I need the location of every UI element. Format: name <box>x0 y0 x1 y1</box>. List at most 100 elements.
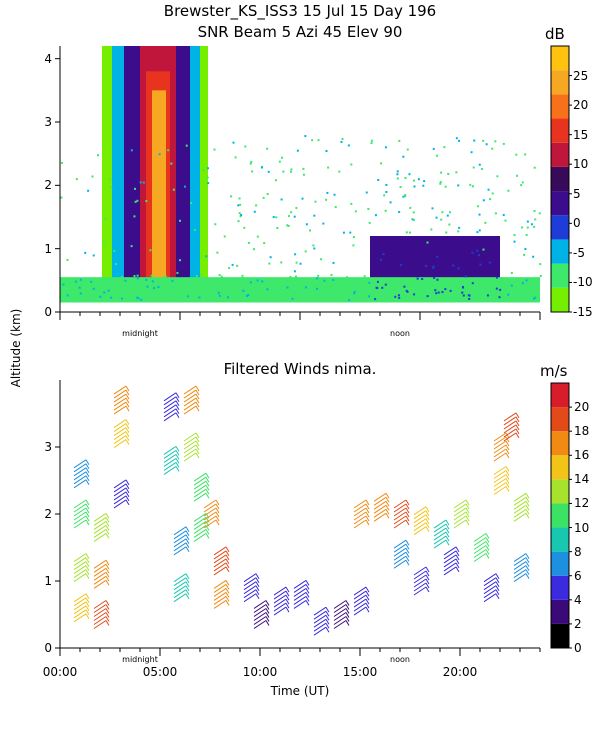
wind-barb-shaft <box>313 626 327 636</box>
snr-speckle-dot <box>172 188 175 191</box>
snr-speckle-dot <box>232 278 235 281</box>
wind-barb-shaft <box>213 562 227 572</box>
snr-speckle-dot <box>266 192 269 195</box>
snr-speckle-dot <box>431 207 434 210</box>
wind-barb-flag <box>525 569 530 575</box>
snr-speckle-dot <box>348 299 351 302</box>
wind-colorbar-tick-label: 18 <box>574 424 590 439</box>
snr-speckle-dot <box>412 179 415 182</box>
snr-speckle-dot <box>223 235 226 238</box>
wind-barb-flag <box>195 436 200 443</box>
snr-speckle-dot <box>539 275 542 278</box>
snr-speckle-dot <box>142 181 145 184</box>
wind-barb-shaft <box>473 545 487 554</box>
wind-barb-shaft <box>333 620 347 629</box>
wind-barb-shaft <box>353 598 367 608</box>
snr-speckle-dot <box>435 154 438 157</box>
snr-speckle-dot <box>436 255 439 258</box>
wind-barb-flag <box>85 519 90 526</box>
snr-speckle-dot <box>376 280 379 283</box>
wind-barb-shaft <box>293 599 307 609</box>
wind-barb-flag <box>195 448 200 455</box>
wind-barb-shaft <box>393 503 407 513</box>
snr-speckle-dot <box>432 147 435 150</box>
wind-barb-shaft <box>513 496 527 506</box>
snr-colorbar-tick-label: 5 <box>573 186 581 201</box>
snr-speckle-dot <box>260 166 263 169</box>
wind-barb-flag <box>85 597 90 604</box>
wind-barb-shaft <box>193 524 207 534</box>
wind-barb-flag <box>385 509 390 515</box>
snr-speckle-dot <box>213 294 216 297</box>
snr-speckle-dot <box>164 275 167 278</box>
wind-barb-shaft <box>273 606 287 616</box>
wind-barb-flag <box>215 503 220 510</box>
wind-barb-flag <box>505 478 510 484</box>
wind-barb-shaft <box>483 589 497 599</box>
wind-barb-shaft <box>93 516 107 526</box>
wind-barb-shaft <box>193 528 207 538</box>
wind-barb-shaft <box>413 514 427 524</box>
wind-barb-shaft <box>503 420 517 430</box>
snr-speckle-dot <box>280 198 283 201</box>
snr-speckle-dot <box>521 226 524 229</box>
wind-barb-shaft <box>503 424 517 434</box>
wind-barb-shaft <box>333 616 347 625</box>
wind-barb-flag <box>365 606 370 613</box>
wind-barb-flag <box>425 582 430 589</box>
snr-speckle-dot <box>291 297 294 300</box>
wind-barb-flag <box>85 565 90 571</box>
wind-barb-shaft <box>73 471 87 481</box>
wind-barb-shaft <box>413 570 427 580</box>
snr-speckle-dot <box>234 156 237 159</box>
wind-barb-shaft <box>273 602 287 612</box>
wind-barb-flag <box>495 577 500 583</box>
wind-barb-flag <box>185 542 190 549</box>
wind-barb-shaft <box>513 492 527 502</box>
snr-speckle-dot <box>326 191 329 194</box>
wind-barb-flag <box>175 450 180 456</box>
snr-speckle-dot <box>201 283 204 286</box>
wind-barb-flag <box>255 593 260 599</box>
snr-speckle-dot <box>487 188 490 191</box>
snr-speckle-dot <box>470 151 473 154</box>
wind-y-tick-label: 2 <box>44 507 52 521</box>
wind-barb-flag <box>465 503 470 510</box>
snr-speckle-dot <box>179 219 182 222</box>
snr-colorbar-segment <box>551 191 569 216</box>
snr-speckle-dot <box>231 263 234 266</box>
wind-barb-shaft <box>173 585 187 595</box>
wind-barb-flag <box>105 576 110 582</box>
snr-speckle-dot <box>244 145 247 148</box>
wind-barb-flag <box>85 511 90 518</box>
snr-speckle-dot <box>315 287 318 290</box>
wind-barb-shaft <box>193 520 207 530</box>
snr-speckle-dot <box>136 274 139 277</box>
wind-barb-flag <box>85 605 90 612</box>
snr-speckle-dot <box>496 175 499 178</box>
wind-colorbar-tick-label: 8 <box>574 544 582 559</box>
wind-barb-flag <box>105 564 110 570</box>
wind-barb-flag <box>495 593 500 599</box>
wind-barb-shaft <box>93 512 107 522</box>
wind-barb-flag <box>525 561 530 567</box>
snr-colorbar-segment <box>551 142 569 167</box>
snr-speckle-dot <box>462 286 465 289</box>
snr-speckle-dot <box>290 211 293 214</box>
wind-barb-shaft <box>193 484 207 494</box>
wind-barb-shaft <box>193 516 207 526</box>
wind-barb-flag <box>305 584 310 590</box>
snr-speckle-dot <box>167 282 170 285</box>
wind-barb-shaft <box>503 412 517 422</box>
snr-speckle-dot <box>423 180 426 183</box>
snr-speckle-dot <box>441 211 444 214</box>
wind-barb-shaft <box>93 612 107 621</box>
wind-barb-shaft <box>493 478 507 487</box>
snr-speckle-dot <box>245 296 248 299</box>
snr-speckle-dot <box>135 279 138 282</box>
snr-speckle-dot <box>424 264 427 267</box>
wind-barb-flag <box>465 511 470 518</box>
wind-barb-flag <box>495 573 500 579</box>
wind-x-tick-label: 00:00 <box>42 665 78 679</box>
wind-barb-flag <box>485 549 490 555</box>
